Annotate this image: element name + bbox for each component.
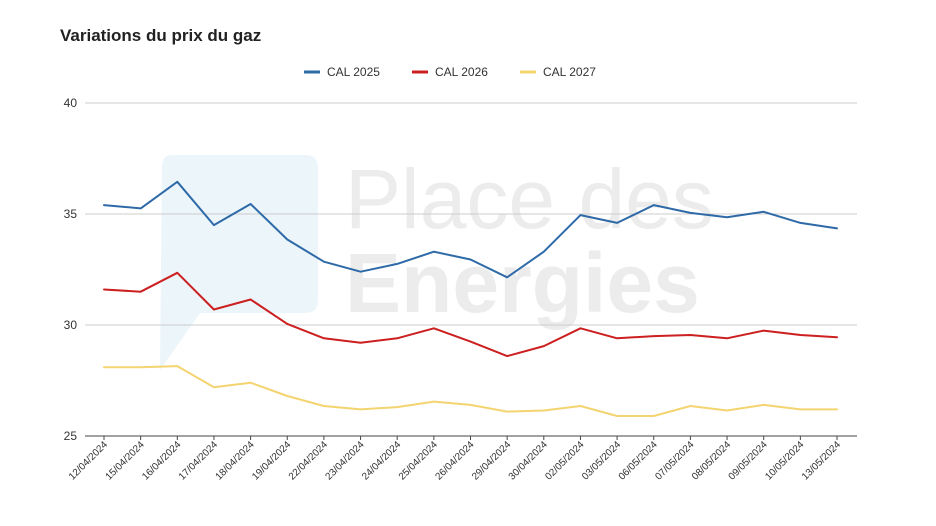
series-line-cal-2026 [103, 271, 838, 358]
y-tick-label: 25 [64, 429, 78, 443]
y-axis-ticks: 25 30 35 40 [64, 96, 78, 443]
watermark-line1: Place des [345, 152, 714, 246]
series-lines [103, 180, 838, 417]
chart-title: Variations du prix du gaz [60, 26, 262, 45]
watermark-line2: Energies [345, 236, 700, 330]
legend-label: CAL 2025 [327, 65, 380, 79]
y-tick-label: 40 [64, 96, 78, 110]
x-tick-label: 13/05/2024 [800, 439, 843, 482]
series-line-cal-2025 [103, 180, 838, 279]
y-tick-label: 35 [64, 207, 78, 221]
legend: CAL 2025 CAL 2026 CAL 2027 [304, 65, 596, 79]
legend-label: CAL 2027 [543, 65, 596, 79]
y-tick-label: 30 [64, 318, 78, 332]
x-axis-ticks: 12/04/202415/04/202416/04/202417/04/2024… [67, 436, 843, 483]
series-line-cal-2027 [103, 365, 838, 417]
legend-label: CAL 2026 [435, 65, 488, 79]
watermark-speech-bubble-icon [160, 155, 318, 370]
